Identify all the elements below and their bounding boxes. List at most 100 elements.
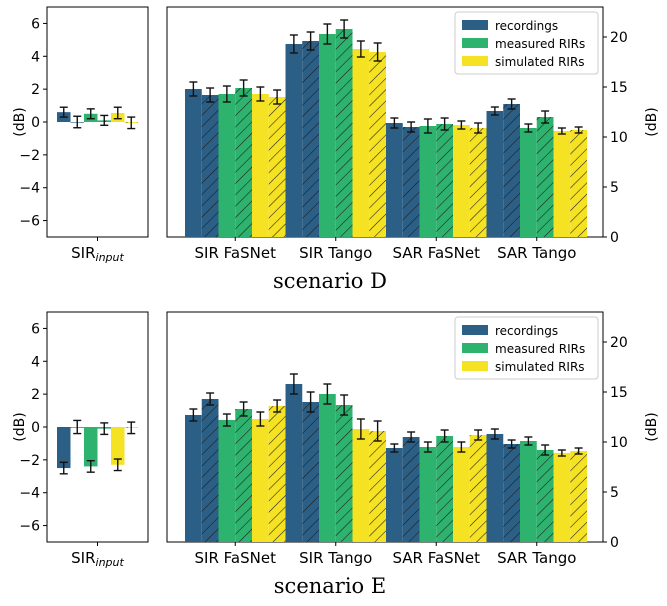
left-y-tick-label: −2 xyxy=(19,148,40,164)
right-x-category-label: SIR Tango xyxy=(299,549,372,567)
left-bar-simulated-rirs xyxy=(111,427,125,465)
legend-swatch-measured-rirs xyxy=(462,38,488,48)
left-y-tick-label: −6 xyxy=(19,519,40,535)
right-y-axis-label: (dB) xyxy=(644,107,660,136)
legend-box xyxy=(454,316,599,380)
category-main-text: SIR xyxy=(71,549,95,567)
bar-measured-rirs xyxy=(419,447,437,542)
legend-swatch-measured-rirs xyxy=(462,343,488,353)
bar-hatch-overlay xyxy=(469,128,487,237)
right-x-category-label: SIR Tango xyxy=(299,244,372,262)
left-bar-recordings xyxy=(57,427,71,469)
right-x-category-label: SAR FaSNet xyxy=(392,549,480,567)
left-y-tick-label: −2 xyxy=(19,453,40,469)
bar-recordings xyxy=(185,89,202,237)
bar-hatch-overlay xyxy=(268,97,286,237)
right-y-tick-label: 15 xyxy=(610,385,628,401)
bar-measured-rirs xyxy=(419,126,437,237)
bar-simulated-rirs xyxy=(352,429,370,542)
scenario-caption: scenario E xyxy=(274,574,386,598)
legend-label-measured-rirs: measured RIRs xyxy=(495,37,585,51)
bar-hatch-overlay xyxy=(369,431,386,542)
bar-hatch-overlay xyxy=(302,402,319,542)
bar-measured-rirs xyxy=(319,394,336,542)
left-y-tick-label: 2 xyxy=(31,387,40,403)
right-y-tick-label: 10 xyxy=(610,435,628,451)
right-y-tick-label: 5 xyxy=(610,180,619,196)
bar-measured-rirs xyxy=(319,34,336,237)
bar-measured-rirs xyxy=(520,441,537,542)
bar-simulated-rirs xyxy=(553,131,571,237)
right-x-category-label: SIR FaSNet xyxy=(195,244,277,262)
bar-recordings xyxy=(386,123,403,237)
bar-measured-rirs xyxy=(520,128,537,237)
bar-hatch-overlay xyxy=(201,399,219,542)
right-y-tick-label: 20 xyxy=(610,335,628,351)
bar-hatch-overlay xyxy=(536,117,554,237)
bar-hatch-overlay xyxy=(436,436,453,542)
left-y-tick-label: −6 xyxy=(19,214,40,230)
legend-swatch-simulated-rirs xyxy=(462,56,488,66)
bar-simulated-rirs xyxy=(252,94,269,237)
bar-hatch-overlay xyxy=(402,127,420,237)
bar-hatch-overlay xyxy=(402,437,420,542)
right-y-tick-label: 15 xyxy=(610,80,628,96)
right-x-category-label: SIR FaSNet xyxy=(195,549,277,567)
right-x-category-label: SAR Tango xyxy=(497,244,576,262)
bar-hatch-overlay xyxy=(503,444,520,542)
bar-simulated-rirs xyxy=(453,125,470,237)
bar-hatch-overlay xyxy=(235,88,252,237)
bar-hatch-overlay xyxy=(570,130,587,237)
left-y-tick-label: 4 xyxy=(31,49,40,65)
bar-recordings xyxy=(185,415,202,542)
bar-simulated-rirs xyxy=(352,49,370,237)
left-x-category-label: SIRinput xyxy=(71,244,124,264)
left-bar-measured-rirs xyxy=(84,427,98,467)
left-y-tick-label: 6 xyxy=(31,16,40,32)
bar-recordings xyxy=(285,384,303,542)
right-y-axis-label: (dB) xyxy=(644,412,660,441)
legend-label-simulated-rirs: simulated RIRs xyxy=(495,55,585,69)
legend-swatch-recordings xyxy=(462,20,488,30)
legend-label-recordings: recordings xyxy=(495,19,558,33)
left-y-axis-label: (dB) xyxy=(12,107,28,136)
right-x-category-label: SAR FaSNet xyxy=(392,244,480,262)
category-subscript-text: input xyxy=(96,556,125,569)
legend-swatch-recordings xyxy=(462,325,488,335)
right-x-category-label: SAR Tango xyxy=(497,549,576,567)
left-y-tick-label: 4 xyxy=(31,354,40,370)
left-y-tick-label: −4 xyxy=(19,486,40,502)
bar-hatch-overlay xyxy=(302,41,319,237)
legend-label-simulated-rirs: simulated RIRs xyxy=(495,360,585,374)
left-y-tick-label: 0 xyxy=(31,115,40,131)
scenario-caption: scenario D xyxy=(273,269,387,293)
bar-hatch-overlay xyxy=(503,104,520,237)
bar-recordings xyxy=(486,434,504,542)
right-y-tick-label: 0 xyxy=(610,535,619,551)
category-main-text: SIR xyxy=(71,244,95,262)
bar-simulated-rirs xyxy=(553,453,571,542)
bar-hatch-overlay xyxy=(536,450,554,542)
bar-hatch-overlay xyxy=(268,406,286,542)
bar-hatch-overlay xyxy=(436,124,453,237)
bar-recordings xyxy=(285,44,303,237)
legend-label-recordings: recordings xyxy=(495,324,558,338)
left-y-tick-label: 0 xyxy=(31,420,40,436)
bar-hatch-overlay xyxy=(369,52,386,237)
left-y-tick-label: 6 xyxy=(31,321,40,337)
left-y-tick-label: 2 xyxy=(31,82,40,98)
bar-hatch-overlay xyxy=(570,451,587,542)
bar-recordings xyxy=(486,111,504,237)
right-y-tick-label: 10 xyxy=(610,130,628,146)
legend-box xyxy=(454,11,599,75)
legend-swatch-simulated-rirs xyxy=(462,361,488,371)
bar-hatch-overlay xyxy=(469,435,487,542)
legend-label-measured-rirs: measured RIRs xyxy=(495,342,585,356)
bar-recordings xyxy=(386,448,403,542)
right-y-tick-label: 5 xyxy=(610,485,619,501)
category-subscript-text: input xyxy=(96,251,125,264)
bar-hatch-overlay xyxy=(335,405,353,542)
right-y-tick-label: 20 xyxy=(610,30,628,46)
